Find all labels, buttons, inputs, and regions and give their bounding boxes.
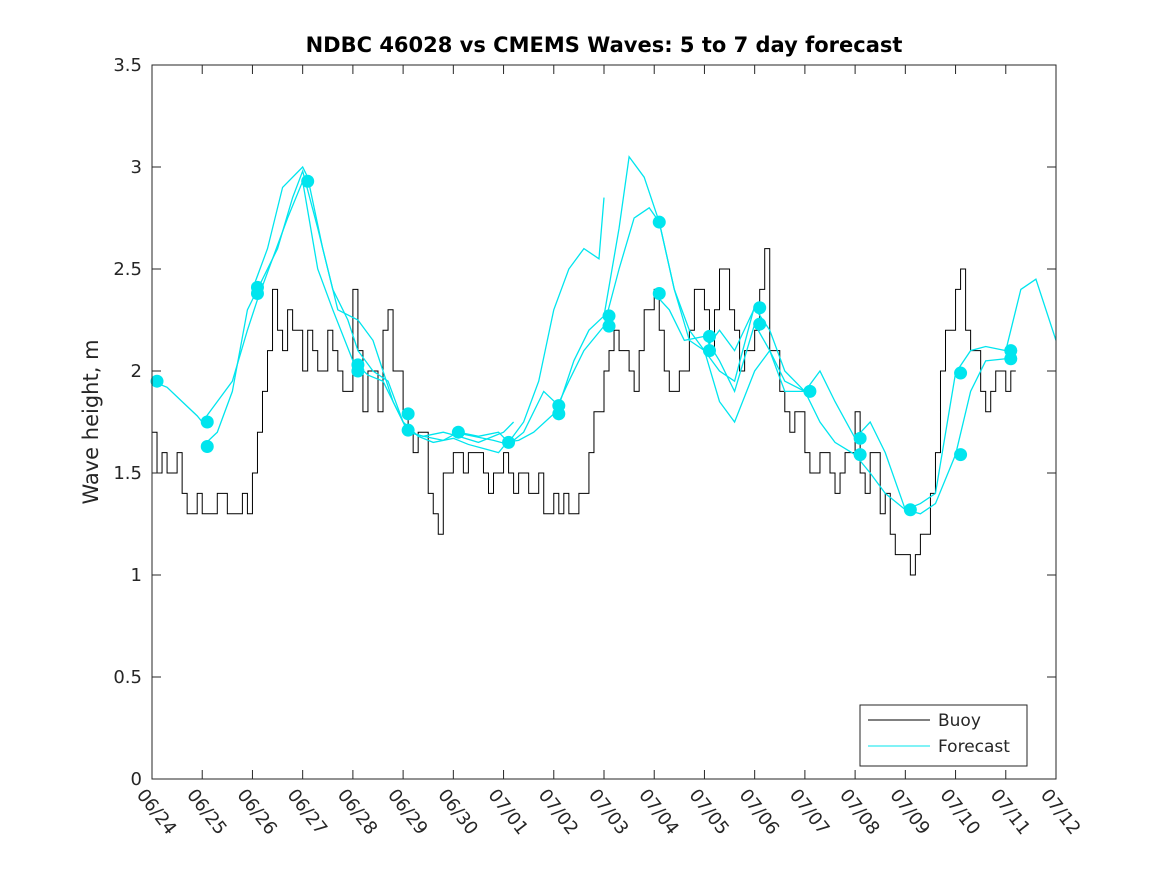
legend-box — [859, 704, 1028, 767]
chart-title: NDBC 46028 vs CMEMS Waves: 5 to 7 day fo… — [306, 33, 903, 57]
forecast-marker — [853, 431, 867, 445]
forecast-marker — [602, 319, 616, 333]
forecast-marker — [552, 407, 566, 421]
forecast-marker — [702, 344, 716, 358]
forecast-marker — [903, 503, 917, 517]
forecast-marker — [401, 423, 415, 437]
y-tick-label: 2.5 — [113, 259, 142, 280]
forecast-marker — [301, 174, 315, 188]
forecast-marker — [502, 435, 516, 449]
forecast-marker — [1004, 352, 1018, 366]
forecast-marker — [351, 364, 365, 378]
y-tick-label: 1.5 — [113, 463, 142, 484]
legend-forecast-label: Forecast — [938, 737, 1010, 757]
forecast-marker — [401, 407, 415, 421]
forecast-marker — [200, 415, 214, 429]
forecast-marker — [652, 286, 666, 300]
y-tick-label: 0 — [131, 769, 142, 790]
forecast-marker — [954, 366, 968, 380]
y-axis: 0 0.5 1 1.5 2 2.5 3 3.5 — [113, 55, 1056, 790]
legend: Buoy Forecast — [859, 704, 1028, 767]
forecast-marker — [150, 374, 164, 388]
forecast-marker — [753, 317, 767, 331]
forecast-marker — [200, 439, 214, 453]
y-tick-label: 0.5 — [113, 667, 142, 688]
forecast-marker — [753, 301, 767, 315]
forecast-marker — [954, 448, 968, 462]
buoy-series-line — [152, 248, 1016, 576]
forecast-marker — [602, 309, 616, 323]
forecast-marker — [803, 384, 817, 398]
y-axis-label: Wave height, m — [79, 339, 103, 504]
forecast-marker — [853, 448, 867, 462]
forecast-marker — [652, 215, 666, 229]
y-tick-label: 2 — [131, 361, 142, 382]
forecast-marker — [702, 329, 716, 343]
y-tick-label: 3.5 — [113, 55, 142, 76]
forecast-marker — [451, 425, 465, 439]
y-tick-label: 3 — [131, 157, 142, 178]
legend-buoy-label: Buoy — [938, 711, 981, 731]
series-layer — [150, 155, 1057, 576]
plot-area — [152, 65, 1056, 779]
forecast-marker — [250, 286, 264, 300]
y-tick-label: 1 — [131, 565, 142, 586]
